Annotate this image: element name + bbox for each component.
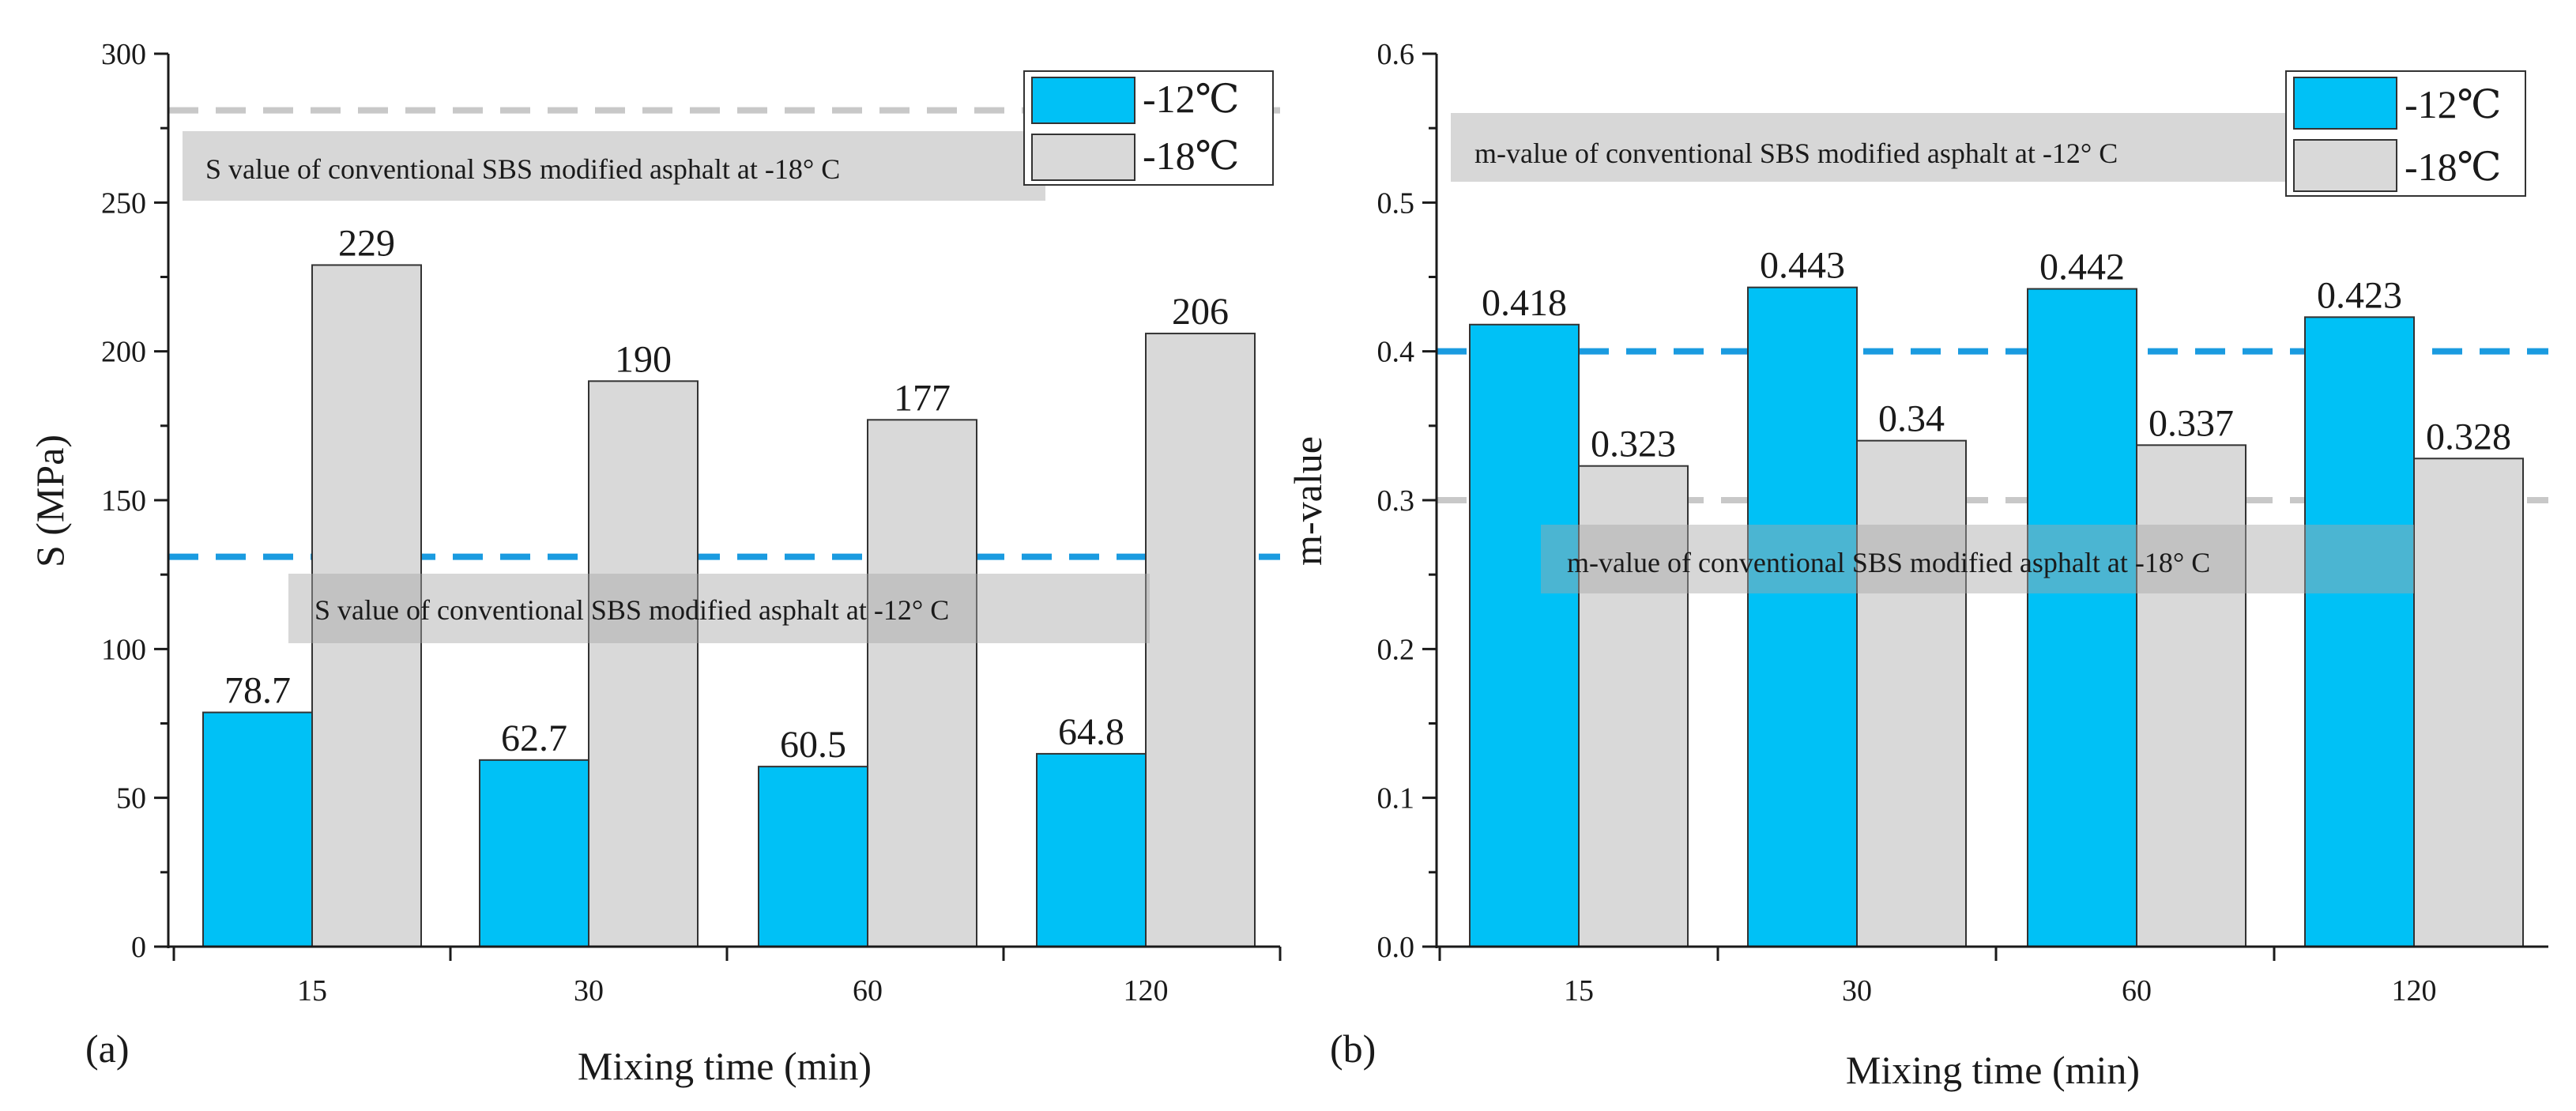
y-axis-title: m-value: [1286, 436, 1330, 566]
bars: 0.418 0.443 0.442 0.423 0.323 0.34 0.337 0.328: [1469, 245, 2524, 948]
data-label: 0.323: [1591, 424, 1676, 465]
bar: [2413, 458, 2524, 947]
legend-swatch: [2293, 139, 2397, 192]
data-label: 0.328: [2426, 416, 2511, 458]
bar: [758, 766, 868, 947]
reference-label: m-value of conventional SBS modified asp…: [1567, 547, 2210, 578]
bar: [1856, 439, 1967, 947]
y-tick-label: 0.3: [1377, 484, 1415, 518]
panel-label: (b): [1330, 1026, 1376, 1071]
y-tick-label: 0.4: [1377, 336, 1415, 369]
x-tick-label: 60: [2122, 974, 2152, 1007]
reference-labels: m-value of conventional SBS modified asp…: [1451, 113, 2414, 593]
y-tick-label: 150: [101, 484, 146, 518]
y-tick-label: 0.1: [1377, 782, 1415, 815]
x-tick-label: 120: [2392, 974, 2437, 1007]
bar: [1747, 286, 1858, 947]
bars: 78.7 62.7 60.5 64.8 229 190 177 206: [202, 222, 1256, 948]
y-axis-title: S (MPa): [28, 435, 72, 567]
legend-label: -12℃: [2405, 82, 2502, 126]
reference-label-box: [183, 131, 1045, 201]
data-label: 190: [615, 338, 672, 380]
y-tick-label: 200: [101, 336, 146, 369]
bar: [2136, 444, 2246, 947]
data-label: 0.443: [1760, 245, 1845, 287]
legend-label: -18℃: [2405, 145, 2502, 189]
data-label: 62.7: [501, 717, 567, 759]
y-tick-label: 50: [116, 782, 146, 815]
data-label: 229: [338, 222, 395, 264]
data-label: 206: [1172, 291, 1229, 333]
data-label: 78.7: [224, 670, 291, 712]
x-tick-label: 60: [853, 974, 883, 1007]
legend-label: -12℃: [1143, 77, 1240, 121]
axes: 0 50 100 150 200 250 300 15 30 60 120: [101, 38, 1282, 1007]
data-label: 60.5: [780, 724, 846, 766]
x-tick-label: 30: [574, 974, 604, 1007]
legend-label: -18℃: [1143, 134, 1240, 178]
y-tick-label: 0.5: [1377, 186, 1415, 220]
reference-labels: S value of conventional SBS modified asp…: [183, 131, 1150, 643]
data-label: 177: [894, 377, 951, 419]
bar: [1036, 752, 1147, 947]
y-tick-label: 100: [101, 633, 146, 666]
bar: [311, 264, 422, 947]
reference-label: S value of conventional SBS modified asp…: [205, 153, 840, 185]
bar: [479, 759, 589, 948]
y-tick-label: 0.2: [1377, 633, 1415, 666]
bar: [2304, 316, 2415, 948]
bar: [1469, 323, 1580, 947]
x-axis-title: Mixing time (min): [1846, 1048, 2140, 1092]
y-tick-label: 300: [101, 38, 146, 71]
legend: -12℃ -18℃: [1023, 70, 1274, 186]
y-tick-label: 0.0: [1377, 931, 1415, 964]
reference-label: m-value of conventional SBS modified asp…: [1474, 137, 2118, 169]
y-tick-label: 250: [101, 186, 146, 220]
axes: 0.0 0.1 0.2 0.3 0.4 0.5 0.6 15 30 60 120: [1377, 38, 2548, 1007]
bar: [2027, 288, 2137, 948]
bar: [202, 711, 313, 948]
data-label: 0.337: [2149, 402, 2234, 444]
y-tick-label: 0: [131, 931, 146, 964]
x-tick-label: 15: [1564, 974, 1594, 1007]
x-tick-label: 30: [1842, 974, 1872, 1007]
reference-label: S value of conventional SBS modified asp…: [314, 594, 949, 626]
legend-swatch: [1031, 77, 1135, 124]
x-tick-label: 120: [1124, 974, 1169, 1007]
bar: [588, 380, 699, 948]
chart-panel-a: 78.7 62.7 60.5 64.8 229 190 177 206 S value of …: [28, 38, 1282, 1088]
x-axis-title: Mixing time (min): [578, 1044, 872, 1088]
data-label: 64.8: [1058, 711, 1124, 753]
bar: [867, 419, 977, 947]
y-tick-label: 0.6: [1377, 38, 1415, 71]
data-label: 0.423: [2317, 274, 2402, 316]
bar: [1145, 333, 1256, 948]
reference-label-box: [1541, 525, 2414, 593]
data-label: 0.442: [2039, 247, 2125, 288]
legend-swatch: [2293, 77, 2397, 130]
x-tick-label: 15: [297, 974, 327, 1007]
data-label: 0.34: [1878, 398, 1945, 440]
reference-label-box: [288, 574, 1150, 643]
data-label: 0.418: [1482, 282, 1567, 324]
legend: -12℃ -18℃: [2285, 70, 2526, 197]
panel-label: (a): [85, 1026, 130, 1071]
reference-label-box: [1451, 113, 2320, 182]
legend-swatch: [1031, 134, 1135, 181]
